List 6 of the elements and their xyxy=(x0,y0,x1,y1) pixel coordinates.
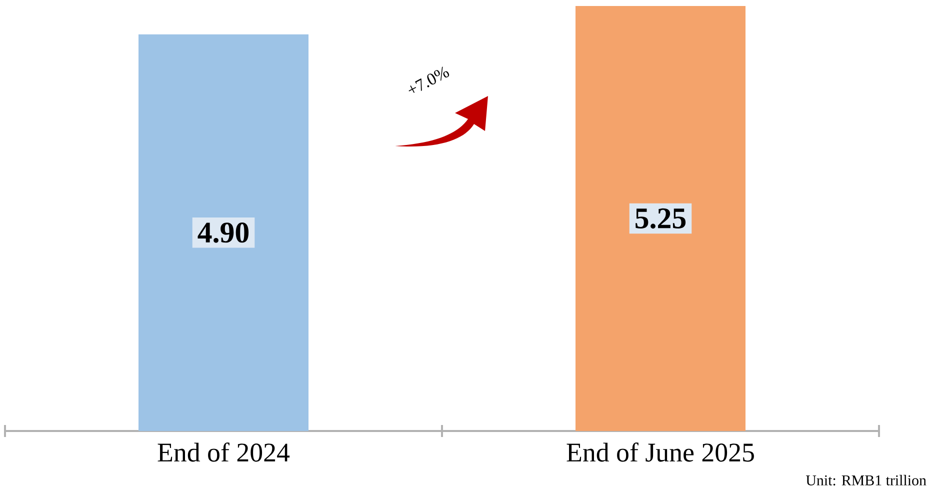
x-tick-label: End of 2024 xyxy=(158,442,290,462)
annotation: +7.0% xyxy=(408,66,450,93)
text: Unit: RMB1 trillion xyxy=(806,474,926,486)
data-label: 5.25 xyxy=(636,208,686,229)
x-tick-label: End of June 2025 xyxy=(566,442,754,462)
data-label: 4.90 xyxy=(198,222,249,243)
